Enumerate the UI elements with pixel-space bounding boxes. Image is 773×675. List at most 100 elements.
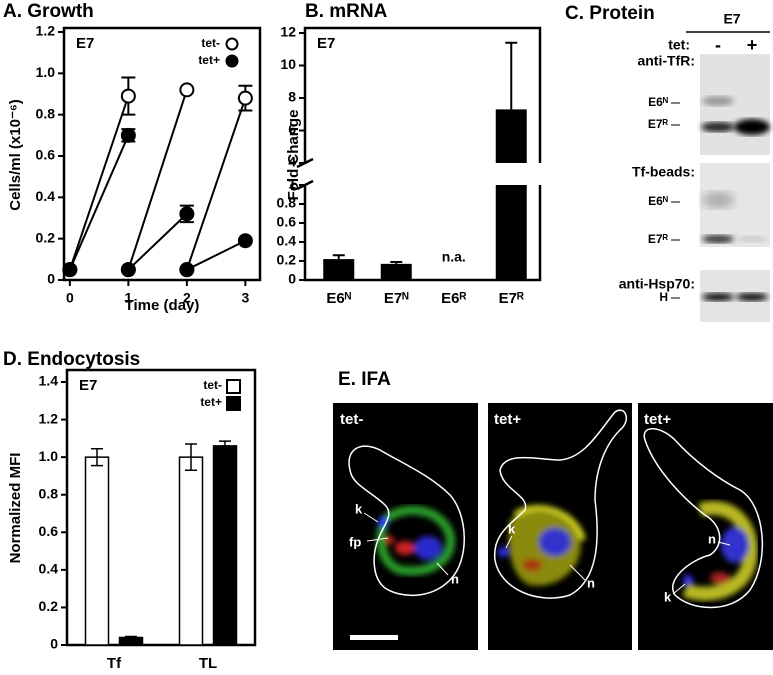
inset-label: E7 <box>76 35 94 52</box>
error-bar <box>125 635 137 640</box>
series-line <box>68 134 246 271</box>
fluorescence <box>376 505 456 576</box>
band <box>701 122 735 132</box>
scale-bar <box>350 635 398 640</box>
micrograph <box>638 403 773 650</box>
band <box>702 96 734 106</box>
legend-marker <box>226 396 241 411</box>
cell-outline <box>348 445 465 597</box>
data-point <box>237 90 253 106</box>
blot-header: E7 <box>723 11 740 27</box>
x-axis-label: Time (day) <box>125 297 200 314</box>
band-label: E7ᴿ <box>648 117 669 131</box>
y-tick-label: 0.4 <box>39 561 59 577</box>
band <box>736 293 768 301</box>
fluorescence <box>498 505 586 586</box>
y-axis-label: Normalized MFI <box>7 453 24 564</box>
bar <box>212 445 238 646</box>
y-tick-label: 0.4 <box>277 233 297 249</box>
x-tick-label: E6ᴺ <box>326 290 351 307</box>
data-point <box>120 127 136 143</box>
y-tick-label: 0.6 <box>277 214 297 230</box>
error-bar <box>390 260 403 264</box>
marker-line <box>505 535 513 549</box>
legend-label: tet- <box>201 36 220 50</box>
marker-label: k <box>508 521 516 536</box>
band <box>702 293 734 301</box>
bar <box>495 109 527 163</box>
legend-marker <box>225 54 239 68</box>
band <box>702 192 734 208</box>
band-label: H <box>659 290 668 304</box>
legend-marker <box>226 379 241 394</box>
marker-label: k <box>664 589 672 604</box>
legend-marker <box>225 37 239 51</box>
y-tick-label: 0.8 <box>277 195 297 211</box>
bar <box>380 263 412 280</box>
marker-label: n <box>451 571 459 586</box>
error-bar <box>91 447 103 467</box>
data-point <box>179 262 195 278</box>
y-axis-label: Fold Change <box>285 110 302 201</box>
x-tick-label: 3 <box>241 290 249 306</box>
y-tick-label: 1.2 <box>39 410 59 426</box>
lane-label: - <box>715 35 721 55</box>
data-point <box>120 262 136 278</box>
band <box>734 119 770 135</box>
marker-line <box>569 564 586 581</box>
blot-label: anti-Hsp70: <box>619 276 695 292</box>
inset-label: E7 <box>317 35 335 52</box>
y-tick-label: 1.0 <box>39 448 59 464</box>
x-tick-label: Tf <box>107 655 122 672</box>
y-tick-label: 1.4 <box>39 373 59 389</box>
y-tick-label: 1 <box>288 176 296 192</box>
missing-label: n.a. <box>442 249 466 265</box>
data-point <box>179 206 195 222</box>
y-tick-label: 12 <box>280 24 296 40</box>
y-tick-label: 0.4 <box>36 188 56 204</box>
bar <box>495 185 527 280</box>
bar <box>178 456 204 646</box>
band-label: E7ᴿ <box>648 232 669 246</box>
x-tick-label: 2 <box>183 290 191 306</box>
legend-label: tet+ <box>198 53 220 67</box>
fluorescence <box>682 501 758 601</box>
blot-label: anti-TfR: <box>637 53 695 69</box>
marker-line <box>436 562 449 576</box>
y-tick-label: 8 <box>288 89 296 105</box>
marker-line <box>717 541 731 546</box>
y-tick-label: 4 <box>288 154 296 170</box>
data-point <box>62 262 78 278</box>
y-tick-label: 0.6 <box>39 523 59 539</box>
y-tick-label: 0.2 <box>277 252 297 268</box>
plot-frame <box>303 26 542 282</box>
y-tick-label: 0.6 <box>36 147 56 163</box>
data-point <box>120 88 136 104</box>
y-tick-label: 1.0 <box>36 64 56 80</box>
blot-label: Tf-beads: <box>632 164 695 180</box>
panel-title: B. mRNA <box>305 1 388 22</box>
band <box>702 235 734 243</box>
tet-label: tet: <box>668 37 690 53</box>
micrograph <box>333 403 478 650</box>
error-bar <box>185 443 197 472</box>
x-tick-label: E7ᴿ <box>499 290 524 307</box>
panel-title: A. Growth <box>3 1 94 22</box>
x-tick-label: 1 <box>124 290 132 306</box>
y-tick-label: 0 <box>47 271 55 287</box>
legend-label: tet+ <box>200 395 222 409</box>
y-tick-label: 0.2 <box>36 229 56 245</box>
ifa-panel: E. IFA tet- k fp n tet+ k n tet+ n k <box>333 369 773 650</box>
marker-line <box>672 583 686 595</box>
x-tick-label: 0 <box>66 290 74 306</box>
y-tick-label: 0.2 <box>39 598 59 614</box>
plot-frame <box>62 26 262 282</box>
inset-label: E7 <box>79 377 97 394</box>
y-axis-label: Cells/ml (x10⁻⁶) <box>7 99 24 211</box>
cell-outline <box>643 428 763 609</box>
y-tick-label: 0.8 <box>39 485 59 501</box>
error-bar <box>219 440 231 452</box>
y-tick-label: 10 <box>280 56 296 72</box>
data-point <box>237 233 253 249</box>
